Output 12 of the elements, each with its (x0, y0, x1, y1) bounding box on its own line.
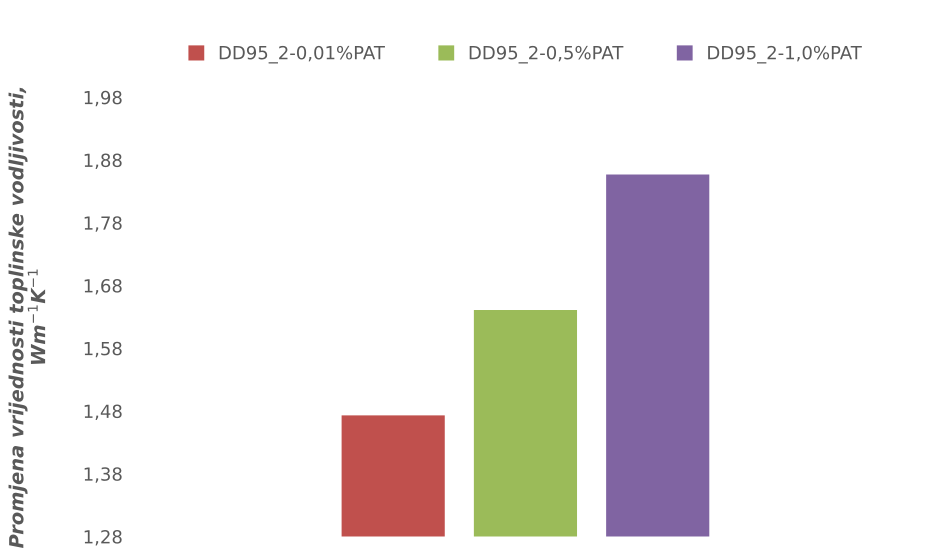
legend-label: DD95_2-1,0%PAT (708, 46, 862, 64)
y-tick-label: 1,58 (84, 342, 122, 358)
y-tick-label: 1,78 (84, 216, 122, 232)
y-tick-label: 1,88 (84, 154, 122, 170)
y-tick-label: 1,48 (84, 404, 122, 420)
y-tick-label: 1,98 (84, 90, 122, 106)
legend-label: DD95_2-0,5%PAT (470, 46, 624, 64)
y-tick-label: 1,68 (84, 279, 122, 295)
legend-label: DD95_2-0,01%PAT (220, 46, 385, 64)
y-tick-label: 1,28 (84, 530, 122, 546)
y-tick-label: 1,38 (84, 467, 122, 483)
y-axis-title: Promjena vrijednosti toplinske vodljivosti, Wm$^{−1}$K$^{−1}$ (8, 88, 46, 548)
